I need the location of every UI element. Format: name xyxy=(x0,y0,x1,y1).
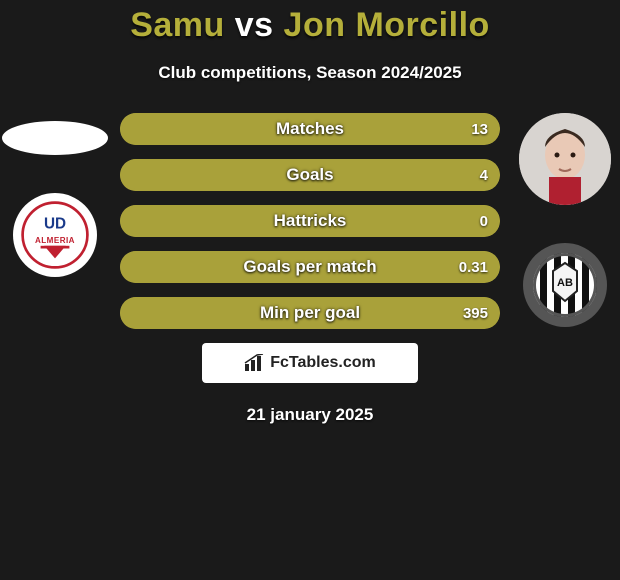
stat-bar: Goals per match 0.31 xyxy=(120,251,500,283)
player1-avatar xyxy=(2,121,108,155)
bar-value-right: 13 xyxy=(471,121,488,138)
right-column: AB xyxy=(510,113,620,327)
bar-value-right: 0 xyxy=(480,213,488,230)
brand-box[interactable]: FcTables.com xyxy=(202,343,418,383)
club-badge-overlay: AB xyxy=(523,243,607,327)
svg-text:UD: UD xyxy=(44,216,66,233)
page-title: Samu vs Jon Morcillo xyxy=(0,0,620,45)
bar-label: Min per goal xyxy=(260,303,360,323)
bar-value-right: 395 xyxy=(463,305,488,322)
bar-value-right: 0.31 xyxy=(459,259,488,276)
comparison-stage: UD ALMERIA AB xyxy=(0,113,620,329)
bar-label: Hattricks xyxy=(274,211,347,231)
svg-text:AB: AB xyxy=(557,277,573,289)
club-badge-svg: UD ALMERIA xyxy=(19,199,91,271)
stat-bar: Min per goal 395 xyxy=(120,297,500,329)
stat-bar: Matches 13 xyxy=(120,113,500,145)
svg-text:ALMERIA: ALMERIA xyxy=(35,236,75,245)
subtitle: Club competitions, Season 2024/2025 xyxy=(0,63,620,83)
bars-icon xyxy=(244,354,266,372)
stat-bar: Hattricks 0 xyxy=(120,205,500,237)
left-column: UD ALMERIA xyxy=(0,113,110,277)
bar-label: Goals xyxy=(286,165,333,185)
bar-label: Matches xyxy=(276,119,344,139)
avatar-placeholder-icon xyxy=(519,113,611,205)
bar-label: Goals per match xyxy=(243,257,376,277)
title-player2: Jon Morcillo xyxy=(284,6,490,44)
player1-club-badge: UD ALMERIA xyxy=(13,193,97,277)
bar-value-right: 4 xyxy=(480,167,488,184)
player2-club-badge: AB xyxy=(523,243,607,327)
date-line: 21 january 2025 xyxy=(0,405,620,425)
brand-text: FcTables.com xyxy=(270,354,376,372)
player2-avatar xyxy=(519,113,611,205)
title-vs: vs xyxy=(235,6,274,44)
title-player1: Samu xyxy=(130,6,225,44)
stat-bars: Matches 13 Goals 4 Hattricks 0 Goals per match… xyxy=(120,113,500,329)
stat-bar: Goals 4 xyxy=(120,159,500,191)
